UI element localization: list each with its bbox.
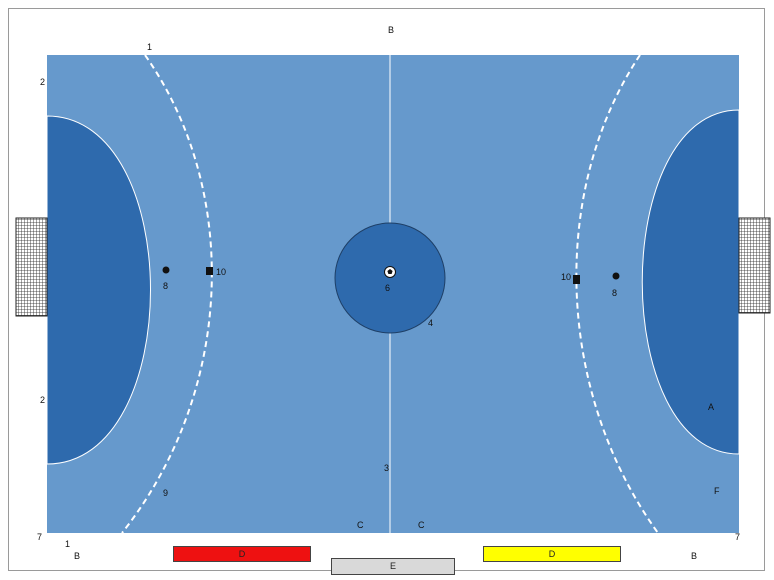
label-top-b: B [388,25,395,35]
gray-officials-bar: E [331,558,455,575]
left-goal-net [15,217,48,317]
right-free-throw-line [575,55,659,533]
label-c-right: C [418,520,425,530]
label-a: A [708,402,715,412]
label-6-center: 6 [385,283,391,293]
label-b-bottom-left: B [74,551,81,561]
label-c-left: C [357,520,364,530]
label-7-left: 7 [37,532,43,542]
right-goal-net [738,217,771,314]
label-3: 3 [384,463,390,473]
label-2-upper: 2 [40,77,46,87]
red-bench-bar: D [173,546,311,562]
left-player-dot [162,266,170,274]
label-10-left: 10 [216,267,227,277]
label-7-right: 7 [735,532,741,542]
ball-icon [384,266,396,278]
right-goal-area [641,109,739,455]
label-f: F [714,486,720,496]
label-1-top: 1 [147,42,153,52]
label-8-right: 8 [612,288,618,298]
right-player-dot [612,272,620,280]
label-10-right: 10 [561,272,572,282]
label-9: 9 [163,488,169,498]
left-player-square [206,267,213,275]
left-goal-area [47,115,151,465]
label-2-lower: 2 [40,395,46,405]
label-8-left: 8 [163,281,169,291]
right-player-square [573,275,580,284]
label-b-bottom-right: B [691,551,698,561]
label-4: 4 [428,318,434,328]
label-1-bottom: 1 [65,539,71,549]
yellow-bench-bar: D [483,546,621,562]
